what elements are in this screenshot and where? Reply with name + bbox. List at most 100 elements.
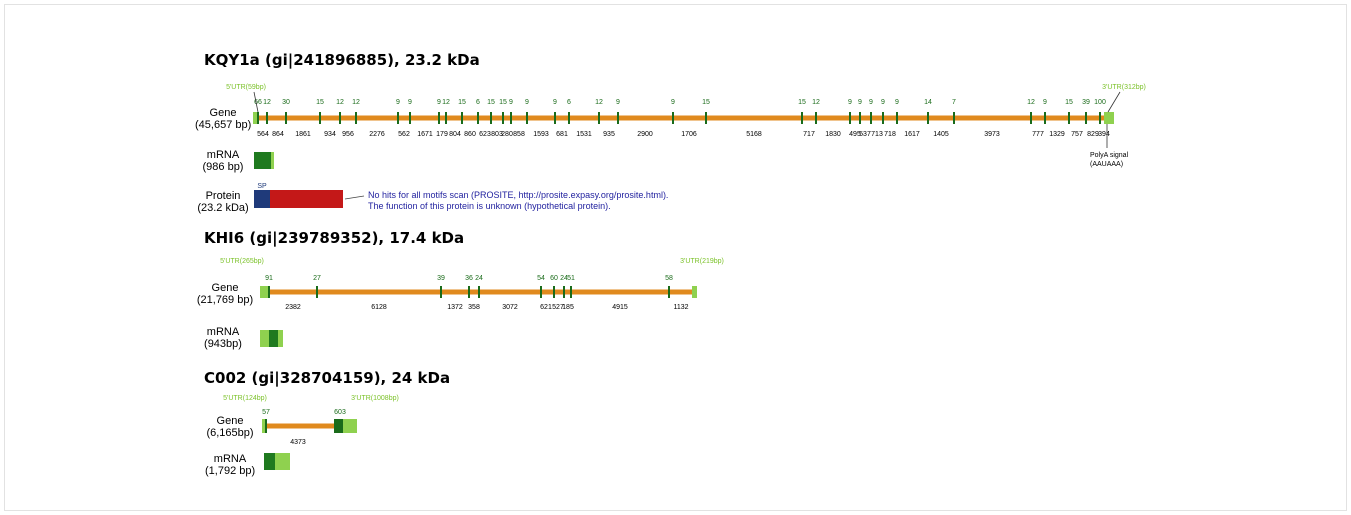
gene1-intron-length: 803 [491,131,503,138]
gene1-exon-length: 9 [396,99,400,106]
gene2-exon-mark [570,286,572,298]
gene1-exon-length: 6 [476,99,480,106]
gene1-exon-mark [672,112,674,124]
gene1-exon-mark [801,112,803,124]
gene1-exon-length: 9 [616,99,620,106]
gene3-utr5-box [262,419,265,433]
gene2-utr3-label: 3'UTR(219bp) [680,258,724,265]
gene1-signal-peptide [254,190,270,208]
gene1-exon-length: 15 [798,99,806,106]
gene1-exon-length: 15 [458,99,466,106]
gene1-utr3-label: 3'UTR(312bp) [1102,84,1146,91]
gene1-utr5-box [253,112,259,124]
gene1-gene-label-text: Gene [209,107,237,119]
gene1-intron-length: 562 [398,131,410,138]
gene1-exon-mark [502,112,504,124]
gene1-intron-length: 537 [859,131,871,138]
gene3-exon-length: 57 [262,409,270,416]
gene1-protein-size: (23.2 kDa) [197,202,249,214]
gene2-utr3-box [692,286,697,298]
gene2-intron-length: 185 [562,304,574,311]
gene3-title: C002 (gi|328704159), 24 kDa [204,369,451,387]
gene2-mrna-utr3 [278,330,283,347]
gene1-exon-length: 15 [1065,99,1073,106]
gene1-exon-mark [526,112,528,124]
gene2-exon-length: 27 [313,275,321,282]
gene1-exon-mark [1044,112,1046,124]
gene3-exon-mark [265,419,267,433]
gene2-exon-mark [478,286,480,298]
gene1-exon-mark [617,112,619,124]
gene1-intron-length: 956 [342,131,354,138]
gene1-exon-mark [438,112,440,124]
gene1-protein-note: No hits for all motifs scan (PROSITE, ht… [368,190,668,212]
gene2-mrna-cds [269,330,278,347]
gene3-intron-length: 4373 [290,439,306,446]
gene1-intron-length: 681 [556,131,568,138]
gene1-exon-length: 9 [408,99,412,106]
gene2-utr5-label: 5'UTR(265bp) [220,258,264,265]
gene1-exon-length: 12 [442,99,450,106]
figure-frame [4,4,1347,511]
gene1-exon-length: 9 [848,99,852,106]
gene1-protein-label-text: Protein [205,190,241,202]
gene1-exon-mark [882,112,884,124]
gene1-exon-mark [285,112,287,124]
gene2-title: KHI6 (gi|239789352), 17.4 kDa [204,229,465,247]
gene1-utr3-box [1104,112,1114,124]
gene1-exon-mark [568,112,570,124]
gene1-exon-length: 12 [352,99,360,106]
gene1-exon-length: 39 [1082,99,1090,106]
gene1-exon-mark [397,112,399,124]
gene1-utr5-label: 5'UTR(59bp) [226,84,266,91]
gene3-exon-length: 603 [334,409,346,416]
gene1-exon-mark [927,112,929,124]
gene1-exon-mark [1030,112,1032,124]
gene1-intron-length: 804 [449,131,461,138]
gene1-intron-length: 757 [1071,131,1083,138]
gene1-protein-body [270,190,343,208]
gene1-intron-length: 394 [1098,131,1110,138]
gene1-exon-mark [409,112,411,124]
gene2-exon-mark [440,286,442,298]
gene2-intron-length: 2382 [285,304,301,311]
gene2-exon-mark [268,286,270,298]
gene1-exon-length: 12 [263,99,271,106]
gene2-mrna-label: mRNA (943bp) [195,326,251,350]
gene3-utr3-box [342,419,357,433]
gene1-intron-length: 934 [324,131,336,138]
gene2-intron-length: 1132 [673,304,688,311]
gene1-exon-mark [815,112,817,124]
gene3-mrna-label-text: mRNA [213,453,247,465]
gene2-intron-length: 6128 [371,304,387,311]
gene2-exon-mark [316,286,318,298]
gene1-polya-sequence: (AAUAAA) [1090,161,1123,168]
gene1-intron-length: 179 [436,131,448,138]
gene3-mrna-cds [264,453,275,470]
gene1-intron-length: 1531 [576,131,592,138]
gene1-intron-length: 280 [501,131,513,138]
gene2-gene-label-text: Gene [211,282,239,294]
gene1-exon-length: 15 [702,99,710,106]
gene1-intron-length: 1593 [533,131,549,138]
gene1-exon-length: 12 [336,99,344,106]
gene1-intron-length: 1329 [1049,131,1065,138]
gene1-mrna-utr3 [271,152,274,169]
gene1-exon-length: 15 [499,99,507,106]
gene1-note-line2: The function of this protein is unknown … [368,201,611,211]
gene2-exon-length: 39 [437,275,445,282]
gene2-intron-backbone [260,289,692,295]
gene1-intron-length: 1706 [681,131,697,138]
gene1-exon-length: 9 [437,99,441,106]
gene1-exon-length: 30 [282,99,290,106]
gene1-intron-length: 3973 [984,131,1000,138]
gene1-intron-length: 495 [849,131,861,138]
gene1-mrna-label: mRNA (986 bp) [195,149,251,173]
gene2-exon-length: 60 [550,275,558,282]
gene1-exon-length: 66 [254,99,262,106]
gene2-exon-length: 91 [265,275,273,282]
gene3-utr3-label: 3'UTR(1008bp) [351,395,399,402]
gene1-intron-length: 777 [1032,131,1044,138]
gene1-intron-length: 860 [464,131,476,138]
